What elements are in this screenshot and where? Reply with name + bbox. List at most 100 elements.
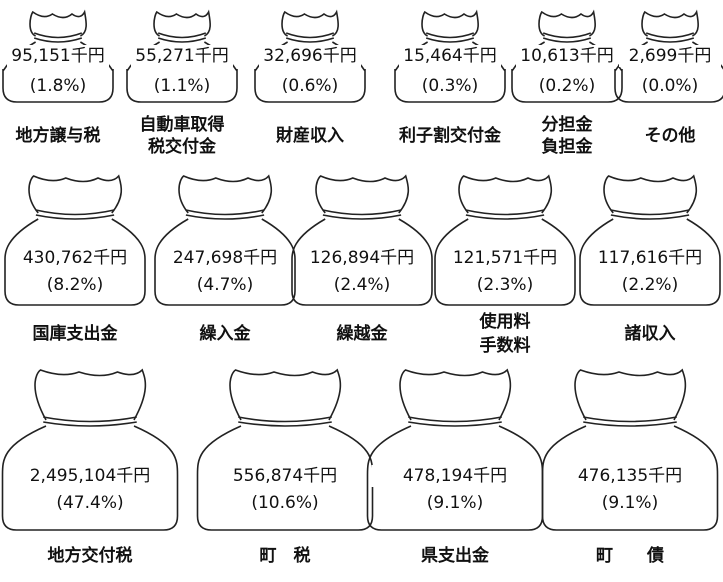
- amount: 121,571千円: [453, 248, 557, 268]
- bag-body: [614, 41, 723, 103]
- bag-tie: [238, 416, 332, 427]
- text-backdrop: [7, 45, 109, 67]
- percent: (2.2%): [622, 275, 678, 295]
- bag-head: [315, 174, 410, 214]
- amount: 32,696千円: [263, 46, 356, 66]
- amount: 126,894千円: [310, 248, 414, 268]
- bag-body: [126, 41, 238, 103]
- item-label: 自動車取得: [140, 114, 225, 135]
- percent: (0.6%): [282, 76, 338, 96]
- bag-head: [574, 368, 687, 421]
- amount: 556,874千円: [233, 466, 337, 486]
- bag-tie: [33, 32, 83, 43]
- bag-body: [196, 425, 374, 531]
- amount: 117,616千円: [598, 248, 702, 268]
- bag-head: [399, 368, 512, 421]
- percent: (1.1%): [154, 76, 210, 96]
- bag-body: [4, 218, 146, 306]
- amount: 2,495,104千円: [30, 466, 151, 486]
- item-label: 分担金: [542, 114, 594, 135]
- percent: (0.2%): [539, 76, 595, 96]
- amount: 10,613千円: [520, 46, 613, 66]
- bag-head: [421, 9, 479, 37]
- text-backdrop: [296, 247, 428, 269]
- item-label: 町 債: [596, 545, 664, 566]
- text-backdrop: [399, 45, 501, 67]
- bag-tie: [322, 209, 402, 220]
- bag-tie: [542, 32, 592, 43]
- text-backdrop: [9, 247, 141, 269]
- item-label: 地方交付税: [48, 545, 133, 566]
- bag-tie: [43, 416, 137, 427]
- item-label: 諸収入: [625, 323, 676, 344]
- bag-head: [538, 9, 596, 37]
- text-backdrop: [546, 465, 714, 487]
- percent: (8.2%): [47, 275, 103, 295]
- bag-tie: [610, 209, 690, 220]
- item-label: 繰越金: [337, 323, 389, 344]
- text-backdrop: [439, 247, 571, 269]
- item-label: 県支出金: [421, 545, 490, 566]
- bag-body: [394, 41, 506, 103]
- percent: (4.7%): [197, 275, 253, 295]
- amount: 430,762千円: [23, 248, 127, 268]
- amount: 476,135千円: [578, 466, 682, 486]
- percent: (10.6%): [251, 493, 318, 513]
- bag-tie: [35, 209, 115, 220]
- bag-tie: [583, 416, 677, 427]
- item-label: 地方譲与税: [16, 125, 101, 146]
- bag-body: [434, 218, 576, 306]
- text-backdrop: [371, 465, 539, 487]
- percent: (9.1%): [427, 493, 483, 513]
- amount: 55,271千円: [135, 46, 228, 66]
- item-label: 利子割交付金: [399, 125, 502, 146]
- bag-tie: [157, 32, 207, 43]
- bag-head: [458, 174, 553, 214]
- bag-tie: [185, 209, 265, 220]
- bag-head: [641, 9, 699, 37]
- bag-head: [29, 9, 87, 37]
- bag-body: [154, 218, 296, 306]
- bag-head: [34, 368, 147, 421]
- item-label: 国庫支出金: [33, 323, 119, 344]
- bag-body: [511, 41, 623, 103]
- bag-body: [254, 41, 366, 103]
- item-label: 財産収入: [275, 125, 344, 146]
- text-backdrop: [131, 45, 233, 67]
- text-backdrop: [6, 465, 174, 487]
- item-label: 使用料: [479, 311, 531, 332]
- bag-tie: [425, 32, 475, 43]
- bag-body: [2, 41, 114, 103]
- percent: (1.8%): [30, 76, 86, 96]
- percent: (9.1%): [602, 493, 658, 513]
- item-label: 繰入金: [200, 323, 252, 344]
- item-label: 税交付金: [148, 136, 217, 157]
- percent: (47.4%): [56, 493, 123, 513]
- bag-head: [281, 9, 339, 37]
- percent: (2.4%): [334, 275, 390, 295]
- bag-head: [153, 9, 211, 37]
- text-backdrop: [201, 465, 369, 487]
- percent: (0.3%): [422, 76, 478, 96]
- item-label: 手数料: [480, 335, 531, 356]
- amount: 478,194千円: [403, 466, 507, 486]
- text-backdrop: [619, 45, 721, 67]
- bag-body: [291, 218, 433, 306]
- amount: 2,699千円: [629, 46, 712, 66]
- text-backdrop: [516, 45, 618, 67]
- percent: (0.0%): [642, 76, 698, 96]
- bag-tie: [465, 209, 545, 220]
- bag-head: [229, 368, 342, 421]
- bag-body: [1, 425, 179, 531]
- bag-tie: [285, 32, 335, 43]
- text-backdrop: [159, 247, 291, 269]
- item-label: その他: [645, 125, 696, 146]
- bag-body: [541, 425, 719, 531]
- text-backdrop: [584, 247, 716, 269]
- item-label: 負担金: [542, 136, 594, 157]
- bag-head: [178, 174, 273, 214]
- item-label: 町 税: [260, 545, 311, 566]
- bag-head: [603, 174, 698, 214]
- amount: 95,151千円: [11, 46, 104, 66]
